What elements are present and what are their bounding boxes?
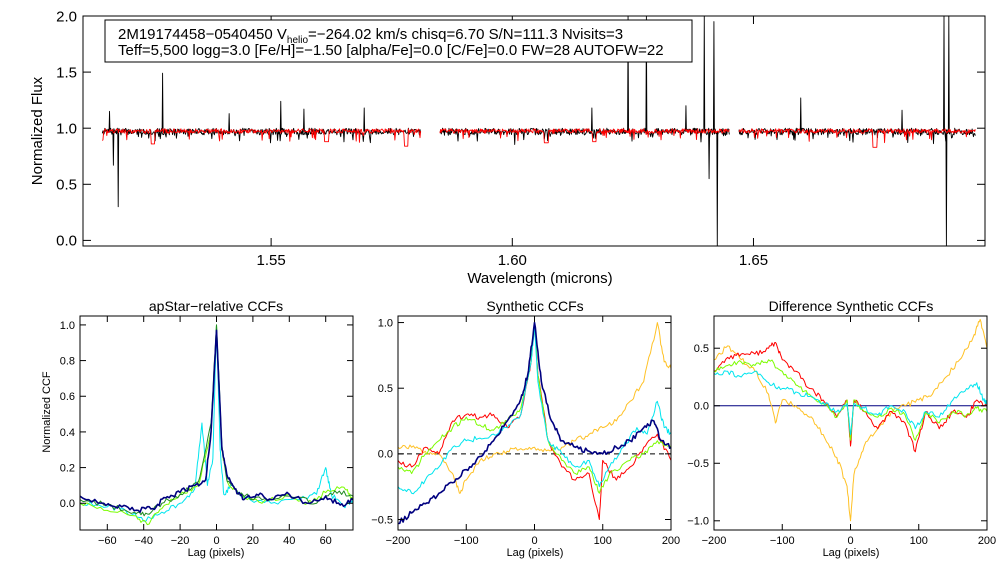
ccf_apstar-series-cyan <box>80 324 353 522</box>
spectrum-ytick-label: 0.0 <box>56 233 77 250</box>
apstar-ccf-xlabel: Lag (pixels) <box>188 547 245 559</box>
ccf_synthetic-data <box>398 321 671 525</box>
ccf_apstar-xtick-label: 40 <box>283 535 295 547</box>
spectrum-xtick-label: 1.60 <box>498 252 527 269</box>
ccf_apstar-xtick-label: −60 <box>98 535 117 547</box>
ccf_apstar-ytick-label: 0.2 <box>60 462 75 474</box>
ccf_difference-frame <box>713 315 988 531</box>
spectrum-ylabel: Normalized Flux <box>29 76 46 185</box>
ccf_apstar-xtick-label: 20 <box>247 535 259 547</box>
spectrum-series-model <box>101 128 976 148</box>
ccf_apstar-xtick-label: −20 <box>171 535 190 547</box>
ccf_synthetic-series-gold <box>398 322 671 494</box>
ccf_synthetic-ytick-label: 1.0 <box>378 317 393 329</box>
ccf_difference-series-cyan <box>714 370 987 436</box>
ccf_apstar-ytick-label: 0.8 <box>60 355 75 367</box>
ccf_synthetic-xtick-label: 200 <box>662 535 680 547</box>
ccf_apstar-ytick-label: 0.6 <box>60 391 75 403</box>
info-line-1-a: 2M19174458−0540450 V <box>118 26 287 43</box>
ccf_synthetic-ytick-label: 0.5 <box>378 383 393 395</box>
synthetic-ccf-title: Synthetic CCFs <box>486 298 583 314</box>
ccf_difference-series-red <box>714 341 987 453</box>
spectrum-frame <box>82 15 986 247</box>
ccf_synthetic-series-red <box>398 322 671 520</box>
ccf_apstar-xtick-label: 60 <box>320 535 332 547</box>
spectrum-ytick-label: 2.0 <box>56 8 77 25</box>
spectrum-xtick-label: 1.65 <box>739 252 768 269</box>
ccf_apstar-xtick-label: 0 <box>213 535 219 547</box>
ccf_synthetic-ytick-label: −0.5 <box>371 514 393 526</box>
ccf_difference-ytick-label: −0.5 <box>687 458 709 470</box>
synthetic-ccf-panel: Synthetic CCFs Lag (pixels) −200 −100 0 100… <box>371 298 680 559</box>
ccf_synthetic-series-navy <box>398 321 671 525</box>
info-line-1: 2M19174458−0540450 Vhelio=−264.02 km/s c… <box>118 26 623 46</box>
ccf_synthetic-ytick-label: 0.0 <box>378 449 393 461</box>
ccf_synthetic-xtick-label: −100 <box>454 535 479 547</box>
ccf_difference-ytick-label: 0.0 <box>694 401 709 413</box>
spectrum-ytick-label: 0.5 <box>56 177 77 194</box>
apstar-ccf-title: apStar−relative CCFs <box>149 298 283 314</box>
ccf_apstar-series-navy <box>80 329 353 513</box>
ccf_apstar-ytick-label: 0.0 <box>60 498 75 510</box>
apstar-ccf-panel: apStar−relative CCFs Lag (pixels) Normal… <box>41 298 354 559</box>
synthetic-ccf-xlabel: Lag (pixels) <box>507 547 564 559</box>
spectrum-xlabel: Wavelength (microns) <box>467 270 612 287</box>
ccf_apstar-data <box>80 324 353 526</box>
ccf_apstar-frame <box>79 315 354 531</box>
ccf_difference-xtick-label: 0 <box>847 535 853 547</box>
ccf_difference-ytick-label: −1.0 <box>687 516 709 528</box>
info-line-2: Teff=5,500 logg=3.0 [Fe/H]=−1.50 [alpha/… <box>118 42 664 59</box>
difference-ccf-xlabel: Lag (pixels) <box>823 547 880 559</box>
ccf_synthetic-series-cyan <box>398 324 671 495</box>
info-line-1-sub: helio <box>287 35 309 46</box>
ccf_difference-xtick-label: 200 <box>978 535 996 547</box>
ccf_difference-data <box>714 318 987 522</box>
ccf_difference-xtick-label: 100 <box>910 535 928 547</box>
ccf_synthetic-xtick-label: 0 <box>531 535 537 547</box>
ccf_difference-ytick-label: 0.5 <box>694 343 709 355</box>
spectrum-ytick-label: 1.0 <box>56 120 77 137</box>
ccf_apstar-series-darkgreen <box>80 324 353 517</box>
ccf_difference-xtick-label: −200 <box>702 535 727 547</box>
spectrum-panel: Wavelength (microns) Normalized Flux 1.5… <box>29 8 986 287</box>
ccf_apstar-xtick-label: −40 <box>134 535 153 547</box>
ccf_synthetic-xtick-label: 100 <box>594 535 612 547</box>
ccf_synthetic-frame <box>397 315 672 531</box>
spectrum-xtick-label: 1.55 <box>257 252 286 269</box>
ccf_difference-xtick-label: −100 <box>770 535 795 547</box>
ccf_synthetic-xtick-label: −200 <box>386 535 411 547</box>
info-box: 2M19174458−0540450 Vhelio=−264.02 km/s c… <box>104 19 693 63</box>
ccf_apstar-ytick-label: 0.4 <box>60 427 75 439</box>
info-box-frame <box>104 19 693 63</box>
ccf_difference-series-gold <box>714 318 987 522</box>
ccf_apstar-ytick-label: 1.0 <box>60 320 75 332</box>
info-line-1-b: =−264.02 km/s chisq=6.70 S/N=111.3 Nvisi… <box>308 26 623 43</box>
spectrum-data <box>101 16 976 246</box>
difference-ccf-title: Difference Synthetic CCFs <box>769 298 934 314</box>
spectrum-ytick-label: 1.5 <box>56 64 77 81</box>
apstar-ccf-ylabel: Normalized CCF <box>41 371 53 453</box>
difference-ccf-panel: Difference Synthetic CCFs Lag (pixels) −… <box>687 298 996 559</box>
